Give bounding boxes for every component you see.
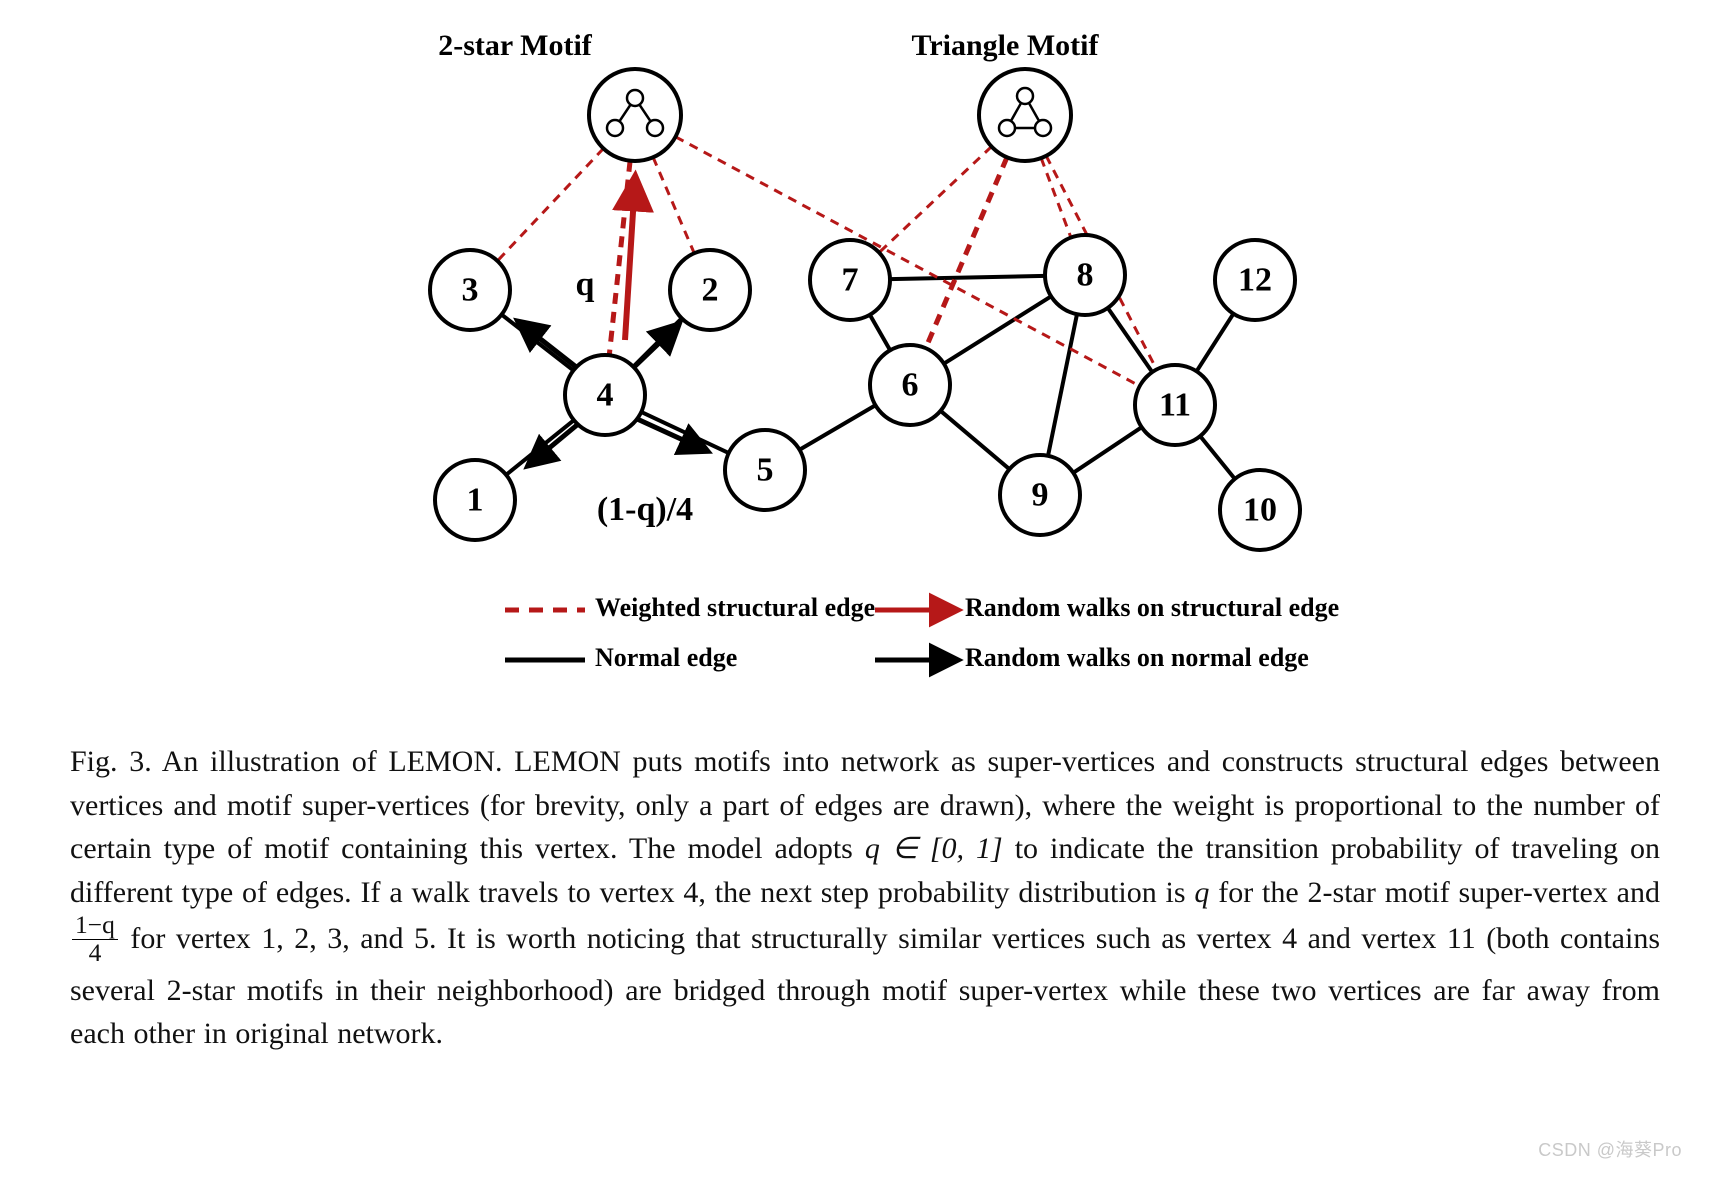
motif-inner-node [999, 120, 1015, 136]
node-label-12: 12 [1238, 262, 1272, 299]
walk-arrow [635, 418, 705, 450]
structural-edge [1041, 158, 1071, 237]
node-label-6: 6 [902, 367, 919, 404]
motif-inner-node [1017, 88, 1033, 104]
caption-q-range: q ∈ [0, 1] [865, 832, 1003, 865]
motif-inner-node [607, 120, 623, 136]
legend-layer: Weighted structural edge Random walks on … [505, 593, 1339, 672]
motif-inner-node [647, 120, 663, 136]
normal-edge [1048, 314, 1077, 456]
node-label-11: 11 [1159, 387, 1191, 424]
two-star-title: 2-star Motif [438, 29, 593, 62]
node-label-2: 2 [702, 272, 719, 309]
q-annotation: q [576, 266, 595, 303]
graph-nodes-layer: 123456789101112 [430, 235, 1300, 550]
walk-arrow [631, 326, 677, 370]
caption-q: q [1194, 876, 1209, 909]
node-label-9: 9 [1032, 477, 1049, 514]
node-label-4: 4 [597, 377, 614, 414]
two_star-super-vertex [589, 69, 681, 161]
node-label-10: 10 [1243, 492, 1277, 529]
structural-edge [497, 148, 603, 260]
normal-edge [1197, 314, 1234, 372]
legend-label: Normal edge [595, 643, 737, 672]
walk-arrow [530, 420, 583, 464]
structural-edge [926, 157, 1007, 348]
motif-vertices-layer [589, 69, 1071, 161]
motif-inner-node [1035, 120, 1051, 136]
triangle-super-vertex [979, 69, 1071, 161]
node-label-7: 7 [842, 262, 859, 299]
node-label-8: 8 [1077, 257, 1094, 294]
legend-label: Weighted structural edge [595, 593, 875, 622]
normal-edge [890, 276, 1045, 279]
one-minus-q-annotation: (1-q)/4 [597, 491, 693, 528]
caption-text-4: for vertex 1, 2, 3, and 5. It is worth n… [70, 922, 1660, 1050]
structural-edge [653, 157, 694, 253]
walk-arrow [520, 323, 580, 370]
node-label-1: 1 [467, 482, 484, 519]
page-root: 123456789101112 2-star MotifTriangle Mot… [0, 0, 1710, 1182]
node-label-5: 5 [757, 452, 774, 489]
normal-edge [870, 315, 890, 351]
normal-edge [506, 420, 574, 475]
triangle-title: Triangle Motif [912, 29, 1100, 62]
network-diagram: 123456789101112 2-star MotifTriangle Mot… [305, 20, 1425, 740]
normal-edge [941, 411, 1010, 469]
legend-label: Random walks on normal edge [965, 643, 1309, 672]
caption-fraction: 1−q4 [72, 912, 118, 967]
caption-text-3: for the 2-star motif super-vertex and [1209, 876, 1660, 909]
normal-edge [1200, 436, 1235, 479]
figure-caption: Fig. 3. An illustration of LEMON. LEMON … [60, 740, 1670, 1056]
legend-label: Random walks on structural edge [965, 593, 1339, 622]
figure-container: 123456789101112 2-star MotifTriangle Mot… [60, 20, 1670, 740]
normal-edge [502, 315, 574, 371]
node-label-3: 3 [462, 272, 479, 309]
fraction-numerator: 1−q [72, 912, 118, 940]
normal-edge [800, 405, 876, 450]
motif-inner-node [627, 90, 643, 106]
watermark-text: CSDN @海葵Pro [1538, 1136, 1682, 1162]
normal-edge [641, 412, 729, 453]
normal-edge [1073, 427, 1141, 473]
fraction-denominator: 4 [72, 940, 118, 967]
